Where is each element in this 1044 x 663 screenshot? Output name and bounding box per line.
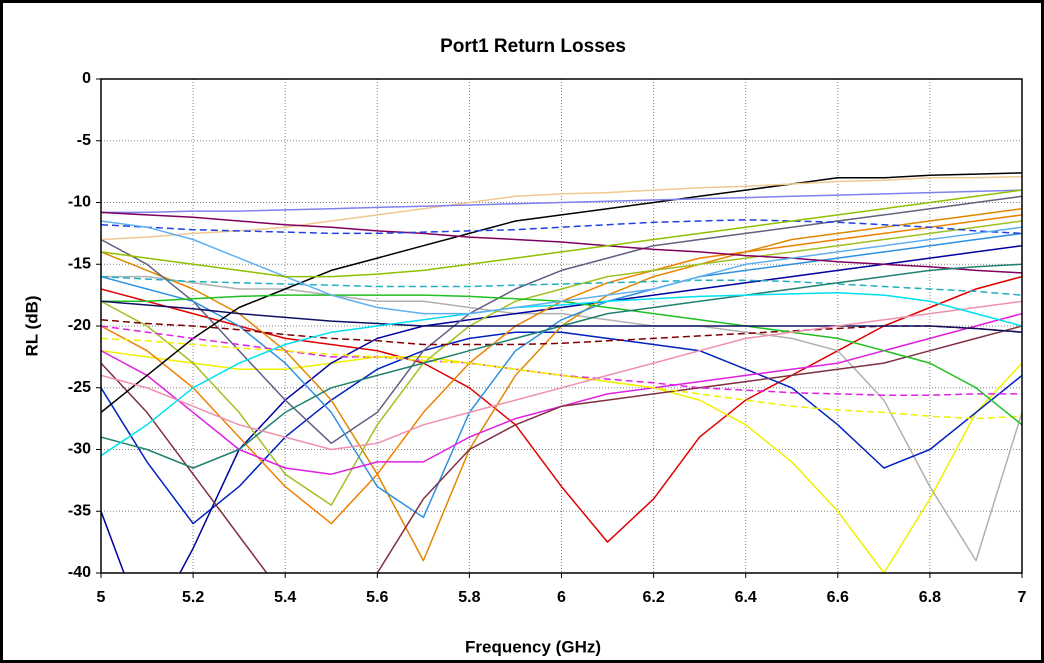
- x-tick-label: 6.6: [827, 589, 849, 606]
- x-axis-label: Frequency (GHz): [465, 637, 601, 656]
- y-tick-label: -10: [68, 194, 91, 211]
- data-line: [101, 189, 1022, 278]
- data-line: [101, 337, 1022, 420]
- x-tick-label: 5.6: [366, 589, 388, 606]
- chart-title: Port1 Return Losses: [440, 36, 626, 57]
- data-line: [101, 172, 1022, 413]
- data-line: [101, 325, 1022, 573]
- data-line: [101, 189, 1022, 214]
- data-line: [101, 300, 1022, 333]
- y-tick-label: -40: [68, 564, 91, 581]
- data-line: [101, 220, 1022, 315]
- y-tick-label: -15: [68, 255, 91, 272]
- y-tick-label: -35: [68, 502, 91, 519]
- x-tick-label: 6.4: [735, 589, 757, 606]
- series-group: [101, 172, 1022, 573]
- data-line: [101, 232, 1022, 519]
- y-tick-label: 0: [82, 70, 91, 87]
- x-tick-label: 5.2: [182, 589, 204, 606]
- chart: Port1 Return Losses Frequency (GHz) RL (…: [22, 36, 1027, 656]
- y-tick-label: -30: [68, 441, 91, 458]
- plot-border: [100, 78, 1023, 574]
- x-tick-label: 5: [97, 589, 106, 606]
- data-line: [101, 291, 1022, 457]
- x-tick-label: 7: [1018, 589, 1027, 606]
- x-tick-label: 6.8: [919, 589, 941, 606]
- data-line: [101, 211, 1022, 274]
- y-tick-label: -5: [77, 132, 91, 149]
- y-tick-label: -25: [68, 379, 91, 396]
- x-tick-label: 5.4: [274, 589, 296, 606]
- data-line: [101, 275, 1022, 543]
- data-line: [101, 331, 1022, 525]
- data-line: [101, 220, 1022, 506]
- x-tick-label: 5.8: [458, 589, 480, 606]
- data-line: [101, 300, 1022, 451]
- x-tick-label: 6: [557, 589, 566, 606]
- data-line: [101, 175, 1022, 241]
- y-axis-label: RL (dB): [22, 295, 41, 356]
- y-tick-label: -20: [68, 317, 91, 334]
- data-line: [101, 275, 1022, 562]
- data-line: [101, 195, 1022, 445]
- x-tick-label: 6.2: [642, 589, 664, 606]
